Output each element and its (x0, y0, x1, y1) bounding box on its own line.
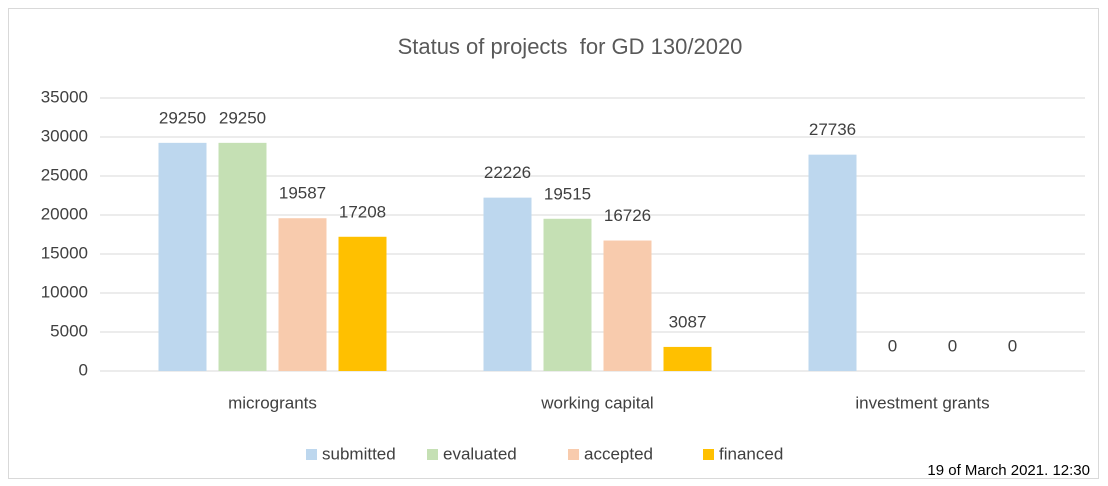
data-label: 0 (888, 336, 897, 355)
legend-label: financed (719, 444, 783, 463)
data-label: 27736 (809, 120, 856, 139)
legend-swatch (306, 449, 317, 460)
data-label: 0 (1008, 336, 1017, 355)
x-tick-label: microgrants (228, 393, 317, 412)
bar (278, 218, 327, 371)
chart-title: Status of projects for GD 130/2020 (398, 34, 743, 59)
bar (808, 154, 857, 371)
data-label: 3087 (669, 312, 707, 331)
legend-swatch (568, 449, 579, 460)
y-tick-label: 20000 (41, 204, 88, 223)
bar (338, 236, 387, 371)
bar (158, 142, 207, 371)
y-tick-label: 30000 (41, 126, 88, 145)
data-label: 29250 (159, 108, 206, 127)
bar (218, 142, 267, 371)
legend-label: submitted (322, 444, 396, 463)
y-tick-label: 15000 (41, 243, 88, 262)
x-tick-label: working capital (540, 393, 653, 412)
data-label: 17208 (339, 202, 386, 221)
data-label: 22226 (484, 163, 531, 182)
y-tick-label: 35000 (41, 87, 88, 106)
y-tick-label: 0 (79, 360, 88, 379)
legend-label: evaluated (443, 444, 517, 463)
legend-swatch (703, 449, 714, 460)
y-tick-label: 5000 (50, 321, 88, 340)
bar (483, 197, 532, 371)
y-tick-label: 10000 (41, 282, 88, 301)
data-label: 29250 (219, 108, 266, 127)
data-label: 19587 (279, 184, 326, 203)
annotation: 19 of March 2021. 12:30 (927, 462, 1090, 479)
x-tick-label: investment grants (855, 393, 989, 412)
bar (663, 346, 712, 371)
data-label: 19515 (544, 184, 591, 203)
data-label: 0 (948, 336, 957, 355)
legend-swatch (427, 449, 438, 460)
bar (543, 218, 592, 371)
y-tick-label: 25000 (41, 165, 88, 184)
legend-label: accepted (584, 444, 653, 463)
data-label: 16726 (604, 206, 651, 225)
bar (603, 240, 652, 371)
